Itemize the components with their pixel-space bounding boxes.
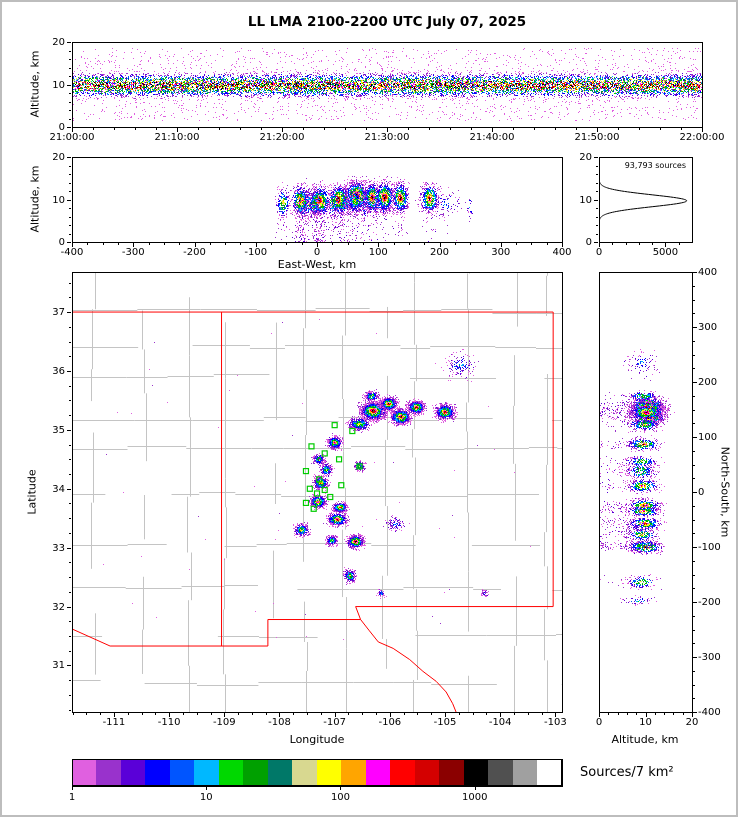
tick-label: 20: [52, 37, 65, 48]
tick-label: -109: [212, 717, 236, 728]
figure-title: LL LMA 2100-2200 UTC July 07, 2025: [247, 14, 527, 30]
tick-label: 0: [58, 237, 65, 248]
tick-label: 0: [595, 717, 603, 728]
tick-label: 31: [52, 660, 65, 672]
tick-label: -200: [698, 597, 721, 608]
tick-label: 21:50:00: [574, 132, 620, 143]
tick-label: 35: [52, 424, 65, 436]
tick-label: 400: [698, 267, 718, 278]
tick-label: -400: [60, 247, 84, 258]
tick-label: 10: [579, 194, 592, 206]
tick-label: 1000: [462, 792, 488, 803]
tick-label: -107: [323, 717, 347, 728]
tick-label: 20: [685, 717, 699, 728]
tick-label: -300: [698, 652, 721, 663]
tick-label: -104: [488, 717, 512, 728]
tick-label: -400: [698, 707, 721, 718]
tick-label: 0: [58, 122, 65, 133]
tick-label: 300: [491, 247, 511, 258]
tick-label: 22:00:00: [679, 132, 725, 143]
tick-label: 0: [698, 487, 705, 498]
tick-label: -105: [433, 717, 457, 728]
ns-panel-xlabel: Altitude, km: [611, 733, 679, 746]
source-count-annotation: 93,793 sources: [624, 161, 686, 170]
tick-label: 400: [552, 247, 572, 258]
colorbar-label: Sources/7 km²: [580, 765, 674, 780]
tick-label: -103: [544, 717, 567, 728]
tick-label: 21:10:00: [154, 132, 200, 143]
tick-label: 200: [429, 247, 450, 258]
tick-label: 0: [313, 247, 321, 258]
tick-label: 10: [199, 792, 213, 803]
tick-label: 34: [52, 483, 65, 495]
tick-label: -100: [244, 247, 268, 258]
tick-label: 300: [698, 322, 718, 333]
tick-label: 100: [330, 792, 351, 803]
tick-label: 21:40:00: [469, 132, 515, 143]
tick-label: 0: [595, 247, 603, 258]
tick-label: -111: [102, 717, 126, 728]
tick-label: 21:20:00: [259, 132, 305, 143]
tick-label: 21:00:00: [49, 132, 95, 143]
tick-label: 21:30:00: [364, 132, 410, 143]
tick-label: -106: [378, 717, 402, 728]
tick-label: 5000: [652, 247, 679, 258]
tick-label: 1: [68, 792, 76, 803]
tick-label: 37: [52, 307, 65, 319]
tick-label: 20: [52, 152, 65, 163]
tick-label: 100: [698, 432, 718, 443]
tick-label: 10: [52, 194, 65, 206]
tick-label: -108: [268, 717, 291, 728]
tick-label: 200: [698, 377, 718, 388]
tick-label: -110: [157, 717, 181, 728]
ns-panel-ylabel: North-South, km: [718, 446, 732, 538]
tick-label: 0: [585, 237, 592, 248]
tick-label: -300: [121, 247, 145, 258]
tick-label: -100: [698, 542, 721, 553]
tick-label: -200: [183, 247, 206, 258]
tick-label: 20: [579, 152, 592, 163]
tick-label: 10: [52, 79, 65, 91]
tick-label: 36: [52, 365, 65, 377]
map-xlabel: Longitude: [289, 733, 345, 746]
ew-panel-xlabel: East-West, km: [277, 258, 357, 271]
tick-label: 10: [639, 717, 652, 728]
tick-label: 32: [52, 601, 65, 613]
tick-label: 33: [52, 542, 65, 554]
tick-label: 100: [368, 247, 388, 258]
